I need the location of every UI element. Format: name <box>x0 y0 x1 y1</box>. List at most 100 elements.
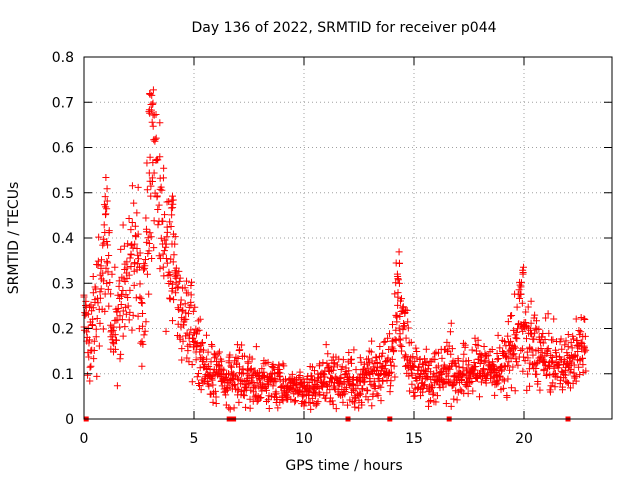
data-point <box>140 266 148 274</box>
data-points <box>80 86 590 422</box>
data-point <box>100 221 108 229</box>
y-tick-label: 0.2 <box>52 322 74 338</box>
data-point <box>517 346 525 354</box>
data-point <box>162 255 170 263</box>
data-point <box>96 288 104 296</box>
data-point <box>319 383 327 391</box>
data-point <box>126 286 134 294</box>
data-point <box>291 398 299 406</box>
data-point <box>189 334 197 342</box>
data-point <box>125 316 133 324</box>
data-point <box>166 218 174 226</box>
data-point <box>308 372 316 380</box>
data-point <box>504 318 512 326</box>
data-point <box>209 398 217 406</box>
data-point <box>243 384 251 392</box>
data-point <box>528 346 536 354</box>
data-point <box>170 251 178 259</box>
data-point <box>176 274 184 282</box>
data-point <box>407 338 415 346</box>
data-point <box>525 365 533 373</box>
data-point <box>167 222 175 230</box>
data-point <box>510 342 518 350</box>
data-point <box>228 363 236 371</box>
data-point <box>276 369 284 377</box>
data-point <box>514 361 522 369</box>
data-point <box>123 264 131 272</box>
data-point <box>147 101 155 109</box>
data-point <box>371 384 379 392</box>
data-point <box>103 197 111 205</box>
data-point <box>429 391 437 399</box>
data-point <box>170 296 178 304</box>
data-point <box>344 401 352 409</box>
data-point <box>313 377 321 385</box>
data-point <box>117 245 125 253</box>
data-point <box>434 349 442 357</box>
data-point <box>328 397 336 405</box>
data-point <box>244 380 252 388</box>
data-point <box>139 340 147 348</box>
data-point <box>171 240 179 248</box>
y-tick-label: 0.5 <box>52 186 74 202</box>
data-point <box>461 341 469 349</box>
data-point <box>227 362 235 370</box>
data-point <box>529 351 537 359</box>
data-point <box>465 357 473 365</box>
data-point <box>146 90 154 98</box>
data-point <box>346 396 354 404</box>
data-point <box>560 370 568 378</box>
data-point <box>154 221 162 229</box>
data-point <box>274 404 282 412</box>
data-point <box>144 234 152 242</box>
data-point <box>148 174 156 182</box>
data-point <box>364 387 372 395</box>
data-point <box>386 369 394 377</box>
data-point <box>161 211 169 219</box>
data-point <box>476 393 484 401</box>
data-point <box>345 367 353 375</box>
data-point <box>447 402 455 410</box>
data-point <box>397 308 405 316</box>
data-point <box>181 300 189 308</box>
data-point <box>412 373 420 381</box>
data-point <box>159 174 167 182</box>
data-point <box>406 387 414 395</box>
data-point <box>512 355 520 363</box>
data-point <box>408 380 416 388</box>
data-point <box>517 290 525 298</box>
data-point <box>90 355 98 363</box>
data-point <box>582 346 590 354</box>
data-point <box>452 362 460 370</box>
data-point <box>368 337 376 345</box>
y-tick-label: 0.7 <box>52 95 74 111</box>
data-point <box>527 297 535 305</box>
data-point <box>175 305 183 313</box>
data-point <box>571 374 579 382</box>
data-point <box>214 350 222 358</box>
data-point <box>531 311 539 319</box>
data-point <box>574 348 582 356</box>
data-point <box>523 348 531 356</box>
data-point <box>423 374 431 382</box>
data-point <box>89 315 97 323</box>
data-point <box>567 365 575 373</box>
data-point <box>445 379 453 387</box>
y-tick-label: 0.3 <box>52 276 74 292</box>
data-point <box>166 294 174 302</box>
data-point <box>510 350 518 358</box>
data-point <box>493 355 501 363</box>
data-point <box>528 330 536 338</box>
data-point <box>358 401 366 409</box>
data-point <box>433 377 441 385</box>
data-point <box>364 364 372 372</box>
data-point <box>178 307 186 315</box>
data-point <box>514 325 522 333</box>
data-point <box>551 346 559 354</box>
data-point <box>220 366 228 374</box>
data-point <box>551 383 559 391</box>
data-point <box>275 365 283 373</box>
data-point <box>517 283 525 291</box>
data-point <box>324 350 332 358</box>
data-point <box>204 348 212 356</box>
